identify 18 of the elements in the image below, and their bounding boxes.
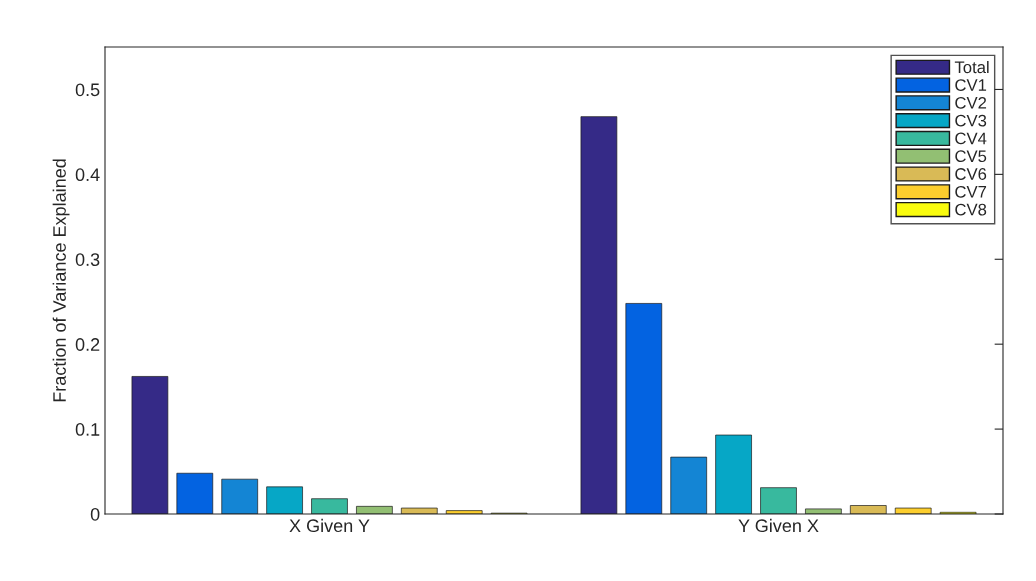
y-tick-label: 0.4: [75, 168, 100, 182]
legend-label: CV1: [955, 79, 987, 91]
y-tick-label: 0.3: [75, 253, 100, 266]
legend-label: CV8: [955, 203, 987, 216]
x-tick-label: Y Given X: [738, 518, 819, 533]
legend-label: CV3: [955, 114, 987, 127]
legend-label: CV2: [955, 96, 987, 109]
y-tick-label: 0.2: [75, 338, 100, 351]
legend-label: CV5: [955, 150, 987, 163]
legend-label: CV6: [955, 168, 987, 180]
y-tick-label: 0.5: [75, 83, 100, 97]
y-tick-label: 0.1: [75, 423, 100, 436]
legend-label: CV7: [955, 185, 987, 198]
y-tick-label: 0: [90, 507, 100, 521]
legend-label: CV4: [955, 132, 987, 145]
legend-label: Total: [954, 60, 989, 74]
y-axis-title: Fraction of Variance Explained: [52, 159, 70, 402]
x-tick-label: X Given Y: [289, 518, 370, 533]
